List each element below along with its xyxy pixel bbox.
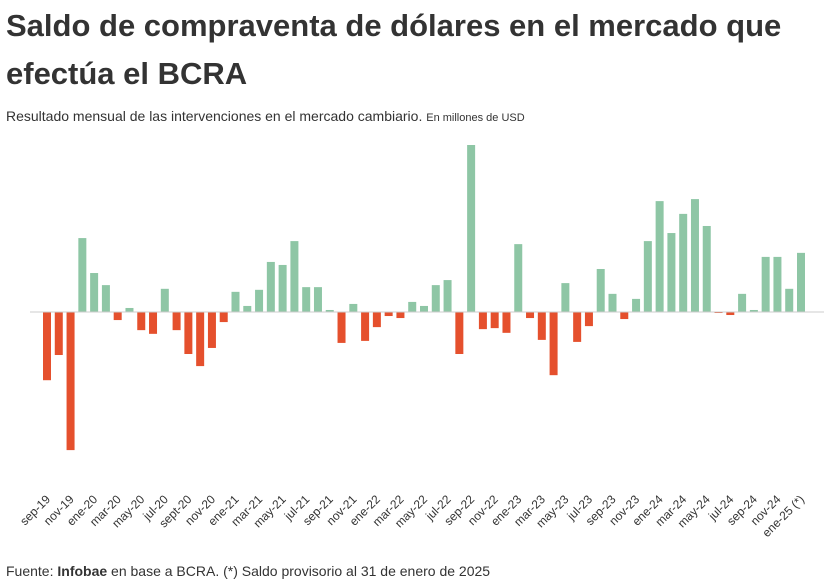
bar bbox=[596, 268, 605, 312]
bar bbox=[632, 298, 641, 312]
bar bbox=[113, 312, 122, 321]
bar bbox=[78, 238, 87, 312]
bar bbox=[514, 244, 523, 312]
title: Saldo de compraventa de dólares en el me… bbox=[6, 8, 782, 91]
bar bbox=[549, 312, 558, 376]
bar bbox=[478, 312, 487, 330]
bar bbox=[749, 309, 758, 312]
bar bbox=[255, 289, 264, 312]
bar bbox=[90, 273, 99, 312]
bar bbox=[455, 312, 464, 355]
bar bbox=[526, 312, 535, 319]
bar bbox=[196, 312, 205, 367]
source-prefix: Fuente: bbox=[6, 563, 58, 579]
source-name: Infobae bbox=[57, 563, 108, 579]
bar bbox=[667, 233, 676, 312]
bar bbox=[184, 312, 193, 355]
bar bbox=[573, 312, 582, 342]
bar bbox=[408, 301, 417, 312]
bar bbox=[714, 312, 723, 314]
bar bbox=[396, 312, 405, 319]
bar bbox=[384, 312, 393, 317]
bar bbox=[372, 312, 381, 328]
bar bbox=[137, 312, 146, 331]
bar bbox=[467, 145, 476, 312]
bar bbox=[443, 280, 452, 312]
bar bbox=[643, 241, 652, 312]
bar bbox=[620, 312, 629, 320]
unit: En millones de USD bbox=[426, 112, 525, 124]
footer: Fuente: Infobae en base a BCRA. (*) Sald… bbox=[6, 563, 490, 579]
bar bbox=[490, 312, 499, 329]
bar bbox=[420, 305, 428, 312]
bar bbox=[149, 312, 158, 334]
subtitle: Resultado mensual de las intervenciones … bbox=[6, 108, 423, 124]
bar bbox=[325, 309, 334, 312]
bar bbox=[537, 312, 546, 340]
bar bbox=[66, 312, 75, 451]
bar bbox=[125, 307, 134, 312]
bar bbox=[761, 256, 770, 312]
chart: sep-19nov-19ene-20mar-20may-20jul-20sept… bbox=[17, 145, 824, 540]
bar bbox=[773, 256, 782, 312]
bar bbox=[290, 241, 299, 312]
bar bbox=[431, 285, 440, 312]
bar bbox=[561, 283, 570, 312]
bar bbox=[337, 312, 346, 343]
bar bbox=[797, 252, 805, 312]
bar bbox=[349, 303, 358, 312]
bar bbox=[266, 261, 275, 312]
bar bbox=[690, 199, 699, 312]
bar bbox=[608, 293, 617, 312]
bar bbox=[43, 312, 51, 381]
bar bbox=[313, 287, 322, 312]
bar bbox=[231, 291, 240, 312]
bar bbox=[54, 312, 63, 356]
bar bbox=[302, 287, 311, 312]
bar bbox=[679, 213, 688, 312]
bar bbox=[160, 288, 169, 312]
bar bbox=[361, 312, 370, 341]
bar bbox=[172, 312, 181, 331]
bar bbox=[101, 285, 110, 312]
bar bbox=[502, 312, 511, 333]
bar bbox=[655, 201, 664, 312]
bar bbox=[702, 225, 711, 312]
bar bbox=[219, 312, 228, 323]
bar bbox=[243, 305, 252, 312]
subtitle-line: Resultado mensual de las intervenciones … bbox=[6, 108, 525, 124]
bar bbox=[726, 312, 735, 316]
bar bbox=[207, 312, 216, 348]
bar bbox=[278, 264, 287, 312]
bar bbox=[584, 312, 593, 327]
bar bbox=[738, 293, 747, 312]
bar bbox=[785, 288, 794, 312]
source-suffix: en base a BCRA. (*) Saldo provisorio al … bbox=[107, 563, 491, 579]
